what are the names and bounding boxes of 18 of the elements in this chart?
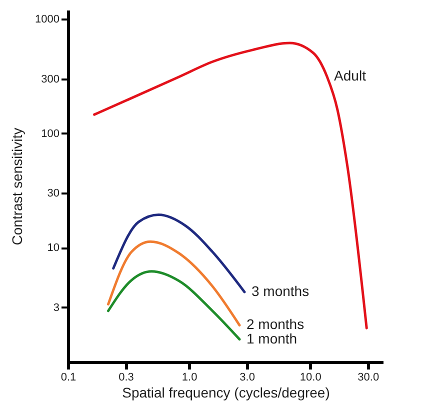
y-tick-label: 30: [47, 188, 60, 200]
x-tick-label: 0.1: [60, 372, 76, 384]
x-tick-label: 30.0: [358, 372, 380, 384]
x-tick-label: 0.3: [118, 372, 134, 384]
series-label: 2 months: [246, 316, 304, 332]
series-label: Adult: [334, 68, 366, 84]
x-tick-label: 10.0: [300, 372, 322, 384]
y-axis-title: Contrast sensitivity: [9, 128, 26, 246]
y-tick-label: 100: [41, 128, 60, 140]
x-tick-label: 3.0: [240, 372, 255, 384]
y-tick-label: 10: [47, 242, 60, 254]
y-tick-label: 1000: [35, 14, 60, 26]
series-label: 1 month: [246, 330, 298, 346]
x-tick-label: 1.0: [182, 372, 198, 384]
x-axis-title: Spatial frequency (cycles/degree): [122, 384, 330, 400]
y-tick-label: 3: [53, 302, 60, 314]
y-tick-label: 300: [41, 73, 60, 86]
series-label: 3 months: [251, 282, 310, 299]
